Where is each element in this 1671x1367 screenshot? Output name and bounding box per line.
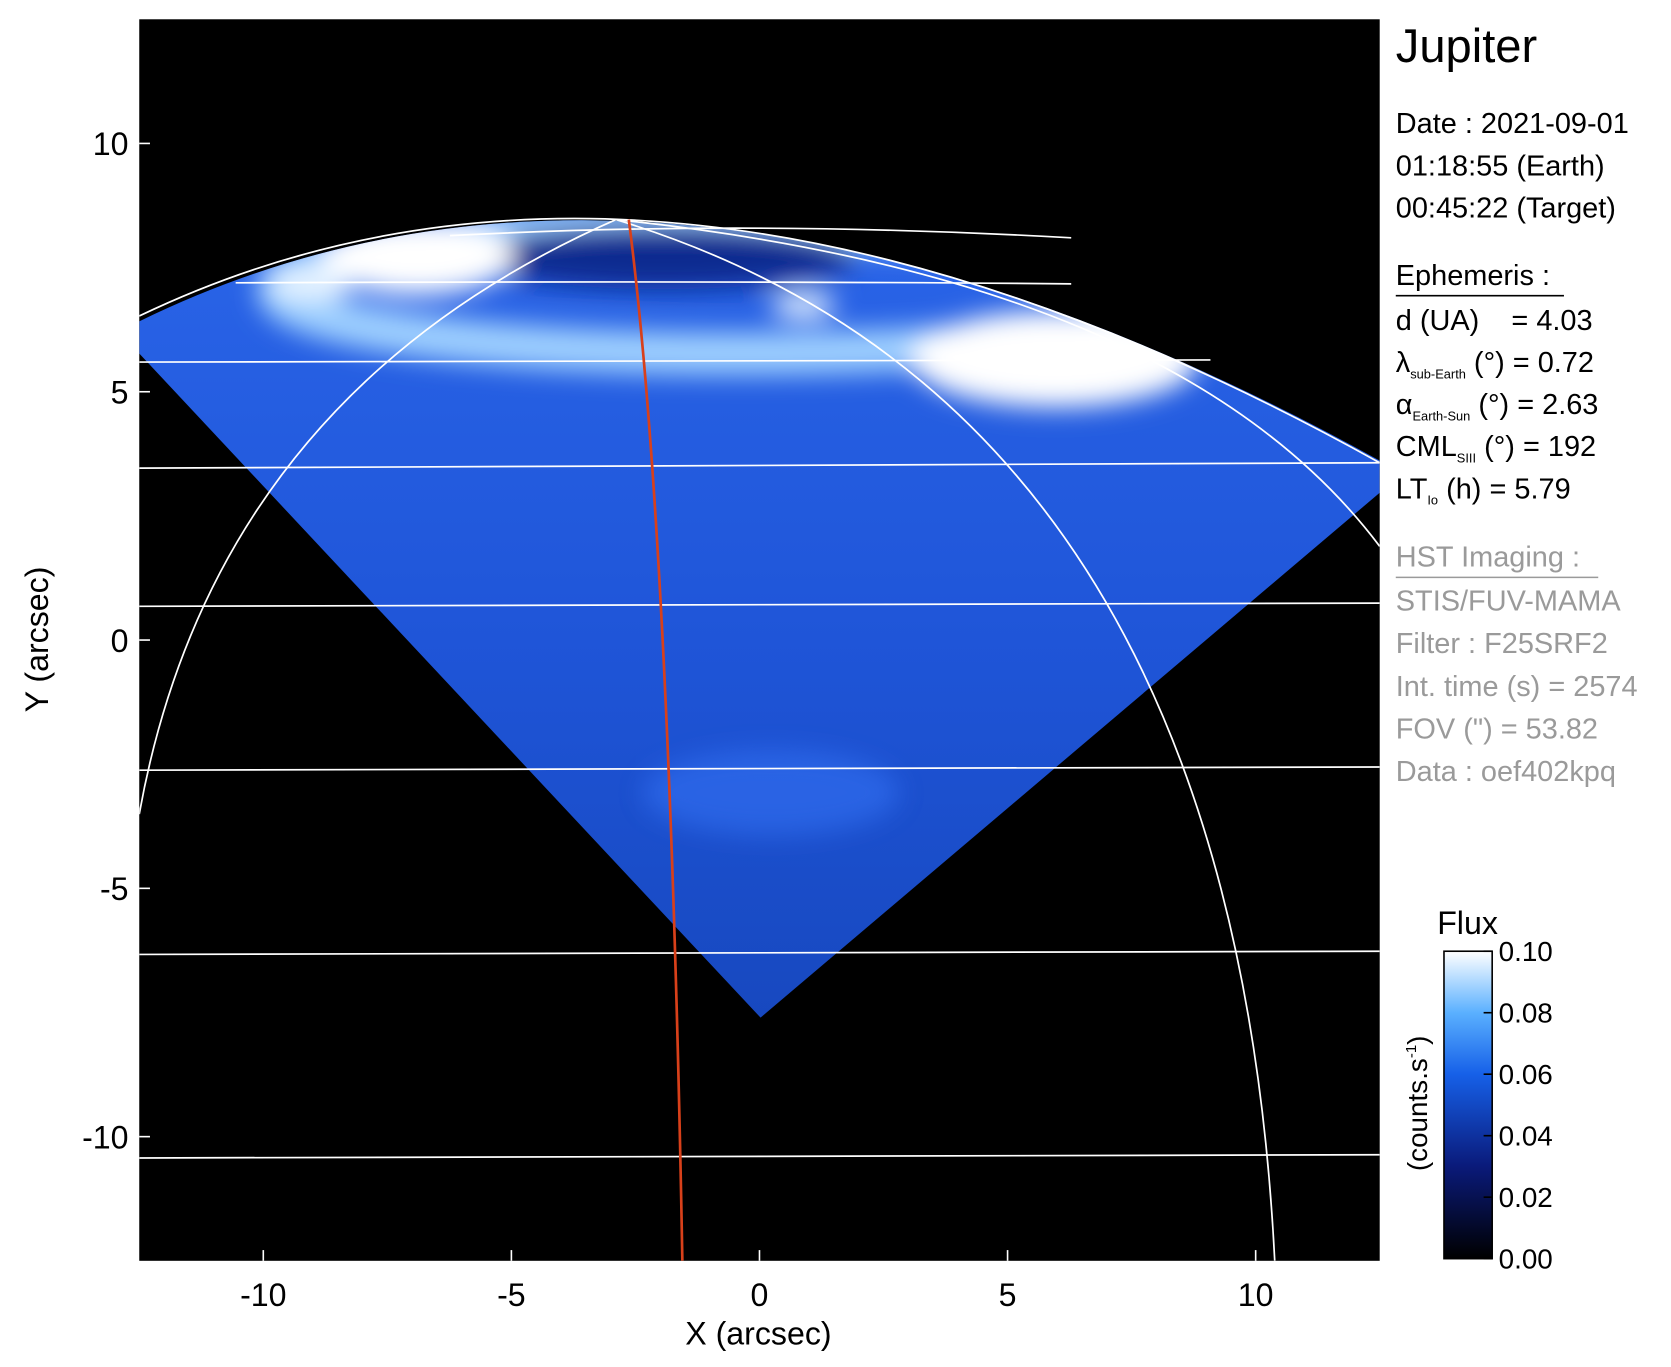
y-tick-label: -10 <box>82 1119 128 1155</box>
colorbar-label: (counts.s-1) <box>1402 1036 1433 1172</box>
x-tick-label: -10 <box>240 1277 286 1313</box>
x-tick-label: -5 <box>497 1277 526 1313</box>
imaging-line: Filter : F25SRF2 <box>1396 628 1608 660</box>
ephemeris-subscript: SIII <box>1457 451 1476 466</box>
date-line: 00:45:22 (Target) <box>1396 192 1616 224</box>
x-tick-label: 10 <box>1238 1277 1274 1313</box>
colorbar <box>1443 950 1493 1260</box>
ephemeris-symbol: CML <box>1396 431 1457 463</box>
figure-content: X (arcsec) Y (arcsec) Flux (counts.s-1) … <box>19 19 1637 1351</box>
ephemeris-value: (°) = 192 <box>1476 431 1596 463</box>
ephemeris-subscript: sub-Earth <box>1410 366 1466 381</box>
ephemeris-symbol: LT <box>1396 473 1428 505</box>
date-line: 01:18:55 (Earth) <box>1396 151 1605 183</box>
x-tick-label: 5 <box>999 1277 1017 1313</box>
colorbar-title: Flux <box>1437 905 1498 941</box>
ephemeris-subscript: Earth-Sun <box>1412 409 1470 424</box>
colorbar-tick-label: 0.08 <box>1499 997 1553 1028</box>
colorbar-unit-close: ) <box>1402 1036 1433 1045</box>
y-tick-label: 10 <box>93 126 129 162</box>
ephemeris-line: d (UA) = 4.03 <box>1396 305 1593 337</box>
x-axis-label: X (arcsec) <box>685 1315 831 1351</box>
ephemeris-value: (h) = 5.79 <box>1438 473 1571 505</box>
imaging-line: Int. time (s) = 2574 <box>1396 671 1638 703</box>
colorbar-tick-label: 0.10 <box>1499 936 1553 967</box>
ephemeris-line: λsub-Earth (°) = 0.72 <box>1396 347 1594 381</box>
colorbar-tick-label: 0.06 <box>1499 1059 1553 1090</box>
imaging-line: Data : oef402kpq <box>1396 756 1616 788</box>
ephemeris-value: (°) = 0.72 <box>1466 347 1594 379</box>
x-tick-label: 0 <box>751 1277 769 1313</box>
central-meridian <box>627 219 684 1261</box>
colorbar-tick-label: 0.00 <box>1499 1243 1553 1274</box>
date-line: Date : 2021-09-01 <box>1396 108 1629 140</box>
ephemeris-symbol: d (UA) = 4.03 <box>1396 305 1593 337</box>
ephemeris-line: CMLSIII (°) = 192 <box>1396 431 1596 465</box>
ephemeris-heading: Ephemeris : <box>1396 260 1550 292</box>
ephemeris-symbol: α <box>1396 389 1413 421</box>
colorbar-unit-exponent: -1 <box>1403 1045 1420 1058</box>
target-name: Jupiter <box>1396 19 1537 72</box>
y-axis-label: Y (arcsec) <box>19 567 55 713</box>
colorbar-tick-label: 0.02 <box>1499 1182 1553 1213</box>
planet-grid <box>139 217 1380 1261</box>
ephemeris-subscript: Io <box>1427 493 1438 508</box>
imaging-heading: HST Imaging : <box>1396 542 1580 574</box>
colorbar-tick-label: 0.04 <box>1499 1120 1553 1151</box>
ephemeris-value: (°) = 2.63 <box>1470 389 1598 421</box>
y-tick-label: 5 <box>111 375 129 411</box>
imaging-line: STIS/FUV-MAMA <box>1396 586 1622 618</box>
ephemeris-line: LTIo (h) = 5.79 <box>1396 473 1571 507</box>
ephemeris-symbol: λ <box>1396 347 1411 379</box>
imaging-line: FOV (") = 53.82 <box>1396 713 1598 745</box>
ephemeris-line: αEarth-Sun (°) = 2.63 <box>1396 389 1599 423</box>
y-tick-label: 0 <box>111 623 129 659</box>
colorbar-unit: (counts.s <box>1402 1058 1433 1171</box>
y-tick-label: -5 <box>100 871 129 907</box>
